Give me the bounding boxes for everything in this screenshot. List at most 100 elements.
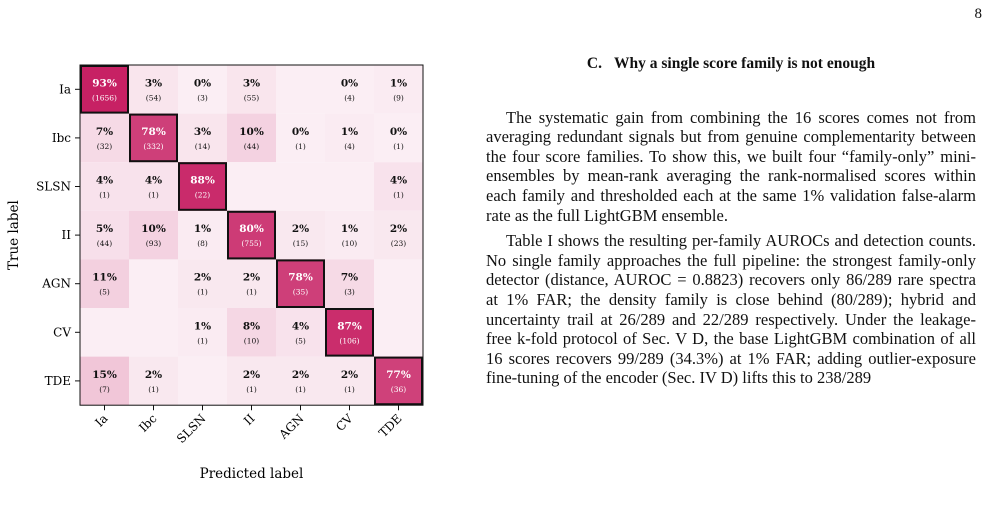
- paragraph-1: The systematic gain from combining the 1…: [486, 107, 976, 225]
- cell-count-label: (1): [246, 385, 257, 394]
- x-tick-label: Ia: [92, 411, 110, 429]
- cell-count-label: (22): [195, 191, 210, 200]
- heatmap-cell: [325, 259, 374, 308]
- x-tick-label: CV: [333, 411, 356, 434]
- cell-percent-label: 0%: [341, 77, 358, 89]
- cell-percent-label: 3%: [145, 77, 162, 89]
- cell-percent-label: 8%: [243, 320, 260, 332]
- cell-count-label: (44): [97, 239, 112, 248]
- heatmap-cell: [276, 210, 325, 260]
- cell-percent-label: 10%: [239, 126, 264, 138]
- y-tick-label: II: [62, 228, 72, 242]
- heatmap-cell: [178, 356, 227, 406]
- cell-count-label: (332): [143, 142, 163, 151]
- cell-count-label: (7): [99, 385, 110, 394]
- section-title: Why a single score family is not enough: [614, 55, 876, 72]
- heatmap-cell: [80, 308, 129, 357]
- heatmap-cell: [325, 162, 374, 211]
- heatmap-cell: [178, 113, 227, 163]
- heatmap-cell: [80, 259, 129, 308]
- cell-percent-label: 7%: [341, 272, 358, 284]
- cell-percent-label: 2%: [341, 369, 358, 381]
- cell-count-label: (1): [295, 142, 306, 151]
- cell-count-label: (4): [344, 93, 355, 102]
- cell-percent-label: 1%: [194, 223, 211, 235]
- heatmap-cell: [276, 308, 325, 357]
- section-number: C.: [586, 55, 602, 72]
- cell-count-label: (54): [146, 93, 161, 102]
- heatmap-cell: [129, 162, 178, 211]
- cell-percent-label: 2%: [243, 369, 260, 381]
- cell-count-label: (106): [339, 336, 359, 345]
- x-axis-label: Predicted label: [200, 466, 304, 482]
- cell-percent-label: 4%: [96, 175, 113, 187]
- heatmap-cell: [129, 113, 178, 163]
- heatmap-cell: [325, 65, 374, 114]
- heatmap-cell: [227, 65, 276, 114]
- cell-percent-label: 2%: [390, 223, 407, 235]
- text-column: C. Why a single score family is not enoug…: [486, 54, 976, 394]
- cell-percent-label: 2%: [292, 369, 309, 381]
- cell-count-label: (1): [148, 385, 159, 394]
- cell-percent-label: 77%: [386, 369, 411, 381]
- cell-percent-label: 80%: [239, 223, 264, 235]
- y-tick-label: AGN: [41, 277, 71, 291]
- heatmap-cell: [80, 113, 129, 163]
- cell-percent-label: 3%: [194, 126, 211, 138]
- heatmap-cell: [80, 210, 129, 260]
- cell-count-label: (44): [244, 142, 259, 151]
- heatmap-cell: [276, 65, 325, 114]
- cell-count-label: (32): [97, 142, 112, 151]
- heatmap-cell: [129, 259, 178, 308]
- heatmap-cell: [325, 356, 374, 406]
- x-tick-label: SLSN: [174, 411, 209, 446]
- cell-percent-label: 2%: [194, 272, 211, 284]
- diagonal-highlight-box: [276, 259, 325, 308]
- cell-count-label: (10): [244, 336, 259, 345]
- y-tick-label: Ibc: [52, 131, 71, 145]
- heatmap-cell: [325, 210, 374, 260]
- heatmap-cell: [80, 162, 129, 211]
- heatmap-cell: [374, 356, 423, 406]
- cell-percent-label: 4%: [145, 175, 162, 187]
- cell-count-label: (1): [344, 385, 355, 394]
- cell-percent-label: 0%: [292, 126, 309, 138]
- diagonal-highlight-box: [129, 113, 178, 163]
- cell-count-label: (55): [244, 93, 259, 102]
- heatmap-cell: [129, 65, 178, 114]
- heatmap-cell: [129, 356, 178, 406]
- confusion-matrix-chart: 93% (1656) 3% (54) 0% (3) 3% (55) 0% (4) 1% (9) 7% (3…: [6, 64, 424, 482]
- cell-percent-label: 88%: [190, 175, 215, 187]
- cell-count-label: (1): [99, 191, 110, 200]
- cell-count-label: (23): [391, 239, 406, 248]
- y-axis-label: True label: [6, 200, 22, 270]
- cell-percent-label: 2%: [145, 369, 162, 381]
- heatmap-cell: [374, 65, 423, 114]
- heatmap-cell: [374, 259, 423, 308]
- cell-count-label: (5): [99, 288, 110, 297]
- heatmap-cell: [178, 162, 227, 211]
- heatmap-cell: [80, 65, 129, 114]
- cell-percent-label: 93%: [92, 77, 117, 89]
- y-tick-label: Ia: [59, 82, 71, 96]
- cell-percent-label: 7%: [96, 126, 113, 138]
- cell-percent-label: 1%: [390, 77, 407, 89]
- x-tick-label: AGN: [276, 411, 307, 442]
- cell-percent-label: 1%: [194, 320, 211, 332]
- heatmap-cell: [374, 210, 423, 260]
- heatmap-cell: [129, 210, 178, 260]
- diagonal-highlight-box: [80, 65, 129, 114]
- heatmap-cell: [129, 308, 178, 357]
- cell-count-label: (1): [393, 191, 404, 200]
- cell-count-label: (8): [197, 239, 208, 248]
- heatmap-cell: [178, 259, 227, 308]
- cell-count-label: (1): [295, 385, 306, 394]
- cell-count-label: (5): [295, 336, 306, 345]
- cell-percent-label: 2%: [243, 272, 260, 284]
- cell-count-label: (3): [344, 288, 355, 297]
- cell-percent-label: 3%: [243, 77, 260, 89]
- cell-count-label: (93): [146, 239, 161, 248]
- cell-percent-label: 4%: [390, 175, 407, 187]
- heatmap-cell: [374, 162, 423, 211]
- page-number: 8: [974, 6, 983, 22]
